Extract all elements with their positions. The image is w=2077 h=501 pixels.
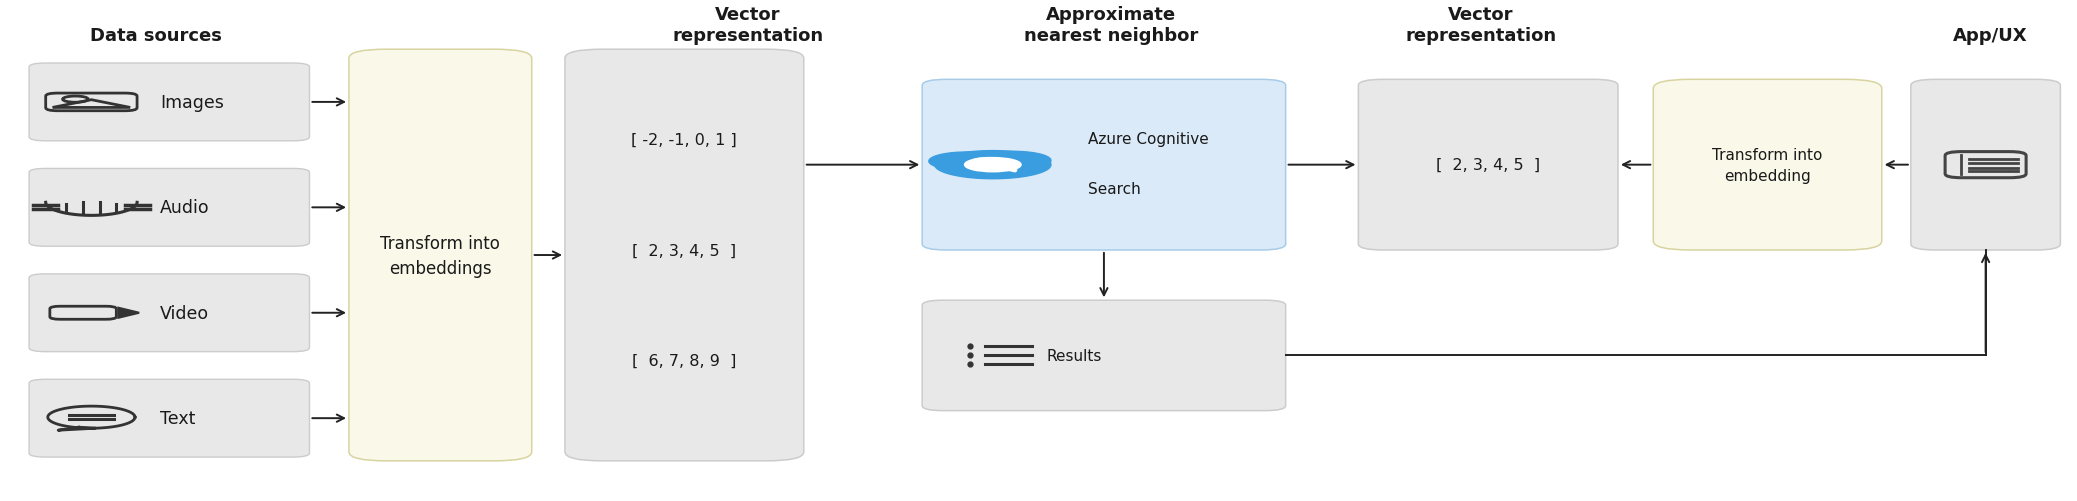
Text: Text: Text [160,409,195,427]
FancyBboxPatch shape [1358,80,1618,250]
Text: Vector
representation: Vector representation [1406,6,1556,45]
FancyBboxPatch shape [349,50,532,461]
FancyBboxPatch shape [1911,80,2060,250]
Text: Search: Search [1088,182,1140,197]
Text: Images: Images [160,94,224,112]
FancyBboxPatch shape [1653,80,1882,250]
FancyBboxPatch shape [29,380,309,457]
Polygon shape [58,427,96,430]
FancyBboxPatch shape [29,169,309,246]
Polygon shape [976,152,1051,170]
Text: Transform into
embedding: Transform into embedding [1711,147,1824,183]
Text: Data sources: Data sources [89,27,222,45]
FancyBboxPatch shape [922,80,1286,250]
Text: [ -2, -1, 0, 1 ]: [ -2, -1, 0, 1 ] [631,133,737,148]
Text: [  6, 7, 8, 9  ]: [ 6, 7, 8, 9 ] [631,353,737,368]
Text: Approximate
nearest neighbor: Approximate nearest neighbor [1024,6,1198,45]
Text: Transform into
embeddings: Transform into embeddings [380,234,501,277]
FancyBboxPatch shape [922,301,1286,411]
Polygon shape [928,153,1005,171]
Polygon shape [118,308,139,318]
Text: Video: Video [160,304,210,322]
Polygon shape [935,151,1051,179]
FancyBboxPatch shape [29,275,309,352]
Circle shape [966,159,1020,172]
Text: [  2, 3, 4, 5  ]: [ 2, 3, 4, 5 ] [631,243,737,258]
Text: [  2, 3, 4, 5  ]: [ 2, 3, 4, 5 ] [1435,158,1541,173]
Text: Vector
representation: Vector representation [673,6,822,45]
Text: App/UX: App/UX [1952,27,2027,45]
Text: Results: Results [1047,348,1103,363]
Text: Audio: Audio [160,199,210,217]
FancyBboxPatch shape [565,50,804,461]
FancyBboxPatch shape [46,94,137,112]
FancyBboxPatch shape [29,64,309,141]
Text: Azure Cognitive: Azure Cognitive [1088,132,1209,147]
